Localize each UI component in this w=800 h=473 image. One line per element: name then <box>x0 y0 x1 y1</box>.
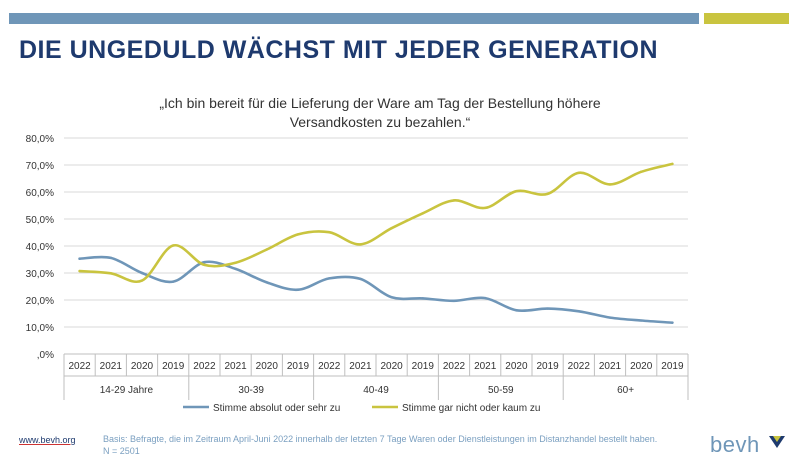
footnote-line-2: N = 2501 <box>103 446 140 456</box>
data-point-1 <box>608 316 612 319</box>
data-point-1 <box>546 307 549 310</box>
data-point-2 <box>421 212 424 215</box>
data-point-2 <box>452 199 456 202</box>
data-point-2 <box>484 206 487 210</box>
y-tick-label: 30,0% <box>26 269 54 280</box>
y-tick-label: 10,0% <box>26 323 54 334</box>
footnote-line-1: Basis: Befragte, die im Zeitraum April-J… <box>103 434 658 444</box>
x-tick-label: 2019 <box>412 361 435 372</box>
data-point-1 <box>515 309 518 312</box>
data-point-2 <box>140 279 144 282</box>
data-point-1 <box>671 321 674 324</box>
x-tick-label: 2022 <box>318 361 341 372</box>
y-tick-label: 60,0% <box>26 188 54 199</box>
chart-title-line-1: „Ich bin bereit für die Lieferung der Wa… <box>159 95 601 111</box>
data-point-1 <box>203 261 206 264</box>
data-point-2 <box>234 261 237 264</box>
x-tick-label: 2021 <box>599 361 622 372</box>
data-point-1 <box>421 297 424 300</box>
data-point-1 <box>359 277 362 281</box>
x-tick-label: 2022 <box>443 361 466 372</box>
group-label: 30-39 <box>238 385 264 396</box>
footnote: Basis: Befragte, die im Zeitraum April-J… <box>103 433 703 457</box>
x-tick-label: 2021 <box>100 361 123 372</box>
legend-label-2: Stimme gar nicht oder kaum zu <box>402 403 540 414</box>
data-point-1 <box>265 281 268 284</box>
data-point-2 <box>328 231 331 234</box>
y-tick-label: 50,0% <box>26 215 54 226</box>
data-point-1 <box>140 271 144 275</box>
data-point-1 <box>172 280 175 283</box>
data-point-2 <box>577 171 580 175</box>
data-point-2 <box>78 269 81 273</box>
x-tick-label: 2021 <box>474 361 497 372</box>
group-label: 14-29 Jahre <box>100 385 154 396</box>
x-tick-label: 2020 <box>630 361 653 372</box>
y-tick-label: 40,0% <box>26 242 54 253</box>
y-tick-label: 20,0% <box>26 296 54 307</box>
x-tick-label: 2020 <box>256 361 279 372</box>
data-point-1 <box>640 319 643 322</box>
y-tick-label: 70,0% <box>26 161 54 172</box>
x-tick-label: 2021 <box>224 361 247 372</box>
x-tick-label: 2022 <box>568 361 591 372</box>
data-point-2 <box>296 233 300 236</box>
y-tick-label: ,0% <box>37 350 54 361</box>
data-point-2 <box>608 183 612 186</box>
page-title: DIE UNGEDULD WÄCHST MIT JEDER GENERATION <box>19 36 658 64</box>
data-point-1 <box>577 310 580 313</box>
x-tick-label: 2021 <box>349 361 372 372</box>
data-point-1 <box>296 288 300 291</box>
data-point-1 <box>452 299 456 303</box>
group-label: 60+ <box>617 385 634 396</box>
group-label: 40-49 <box>363 385 389 396</box>
data-point-2 <box>265 248 268 251</box>
data-point-1 <box>109 256 113 260</box>
bevh-logo: bevh <box>710 432 760 457</box>
top-accent-bar-blue <box>9 13 699 24</box>
data-point-1 <box>328 277 331 280</box>
logo-mark-icon <box>769 436 785 448</box>
group-label: 50-59 <box>488 385 514 396</box>
series-line-2 <box>78 162 674 283</box>
data-point-2 <box>359 243 362 246</box>
data-point-2 <box>671 162 674 166</box>
data-point-2 <box>203 263 206 267</box>
data-point-2 <box>640 170 643 173</box>
data-point-2 <box>546 192 549 196</box>
chart-title: „Ich bin bereit für die Lieferung der Wa… <box>100 94 660 132</box>
x-tick-label: 2022 <box>68 361 91 372</box>
x-tick-label: 2020 <box>505 361 528 372</box>
x-tick-label: 2019 <box>536 361 559 372</box>
data-point-1 <box>78 257 81 260</box>
data-point-2 <box>172 244 175 247</box>
data-point-2 <box>515 189 518 193</box>
data-point-1 <box>484 296 487 300</box>
top-accent-bar-yellow <box>704 13 789 24</box>
x-tick-label: 2019 <box>287 361 310 372</box>
x-tick-label: 2020 <box>380 361 403 372</box>
website-link[interactable]: www.bevh.org <box>19 435 76 445</box>
x-tick-label: 2022 <box>193 361 216 372</box>
chart-title-line-2: Versandkosten zu bezahlen.“ <box>289 114 471 130</box>
x-tick-label: 2019 <box>661 361 684 372</box>
x-tick-label: 2020 <box>131 361 154 372</box>
data-point-1 <box>234 267 237 271</box>
data-point-1 <box>390 296 393 299</box>
x-tick-label: 2019 <box>162 361 185 372</box>
data-point-2 <box>109 272 113 275</box>
data-point-2 <box>390 226 393 230</box>
series-line-1 <box>78 255 674 324</box>
y-tick-label: 80,0% <box>26 134 54 145</box>
legend-label-1: Stimme absolut oder sehr zu <box>213 403 340 414</box>
